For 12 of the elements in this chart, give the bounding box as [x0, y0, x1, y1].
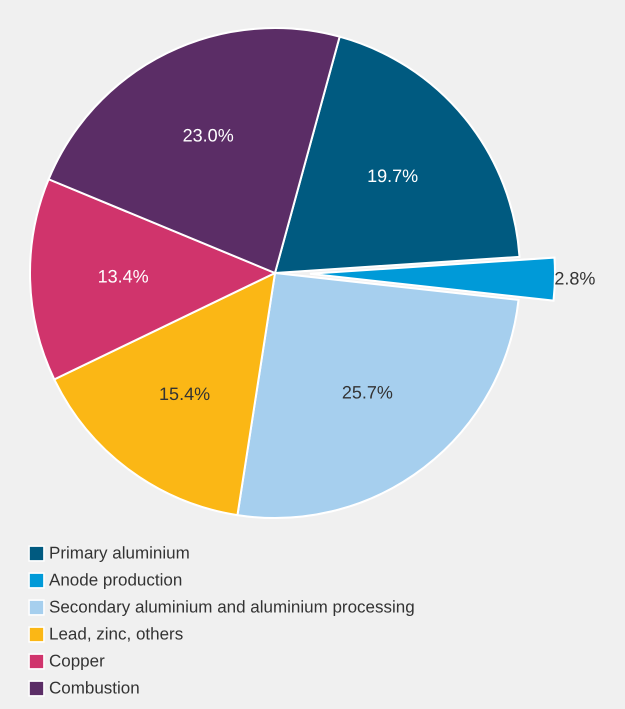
- legend-label: Copper: [49, 652, 106, 670]
- data-label: 2.8%: [554, 268, 596, 289]
- data-label: 15.4%: [159, 384, 210, 404]
- data-label: 19.7%: [367, 166, 418, 186]
- legend-label: Primary aluminium: [49, 544, 190, 562]
- legend-label: Anode production: [49, 570, 182, 590]
- data-label: 13.4%: [98, 266, 149, 286]
- data-label: 23.0%: [182, 126, 234, 146]
- legend-label: Lead, zinc, others: [49, 624, 184, 644]
- data-label: 25.7%: [342, 382, 393, 403]
- legend-label: Combustion: [49, 678, 140, 698]
- legend-label: Secondary aluminium and aluminium processing: [49, 598, 415, 616]
